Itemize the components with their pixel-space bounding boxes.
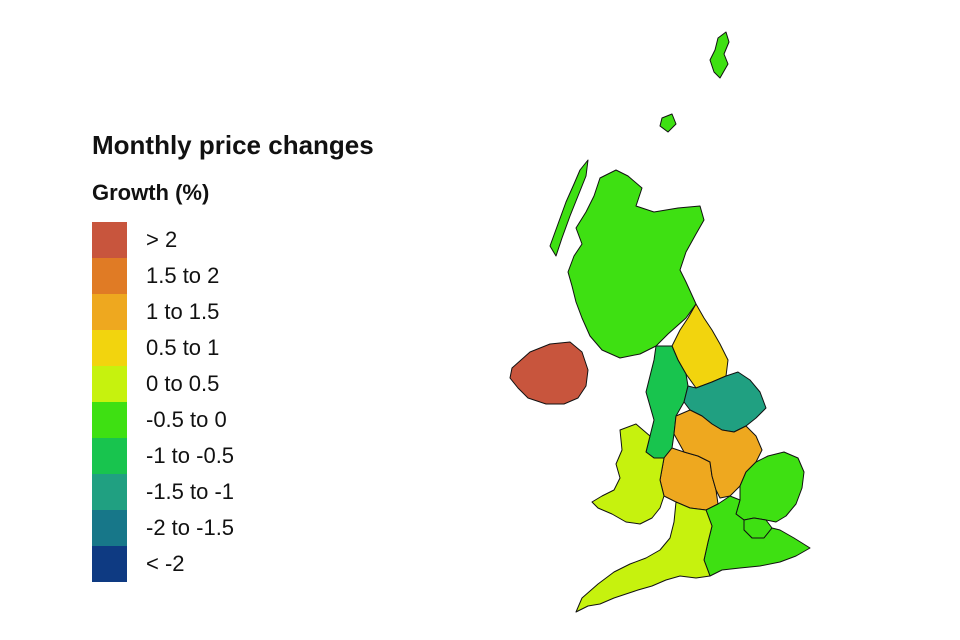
legend-label: 0 to 0.5: [146, 371, 220, 396]
legend-label: 1.5 to 2: [146, 263, 220, 288]
legend-label: -0.5 to 0: [146, 407, 227, 432]
legend-swatch: [92, 402, 127, 438]
region-shetland: [709, 31, 730, 79]
legend-swatch: [92, 366, 127, 402]
legend-swatch: [92, 330, 127, 366]
legend-swatch: [92, 546, 127, 582]
uk-region-map: [509, 31, 811, 613]
legend-swatch: [92, 438, 127, 474]
legend-swatch: [92, 294, 127, 330]
legend-label: -1 to -0.5: [146, 443, 235, 468]
legend-swatch: [92, 474, 127, 510]
legend-label: -2 to -1.5: [146, 515, 235, 540]
region-wales: [591, 423, 665, 525]
legend-swatch: [92, 258, 127, 294]
region-east-of-england: [735, 451, 805, 523]
region-northern-ireland: [509, 341, 589, 405]
legend-swatch: [92, 510, 127, 546]
region-outer-hebrides: [549, 159, 589, 257]
region-south-west: [575, 501, 713, 613]
legend-label: 1 to 1.5: [146, 299, 220, 324]
legend-label: > 2: [146, 227, 178, 252]
legend-swatch: [92, 222, 127, 258]
legend-label: -1.5 to -1: [146, 479, 235, 504]
region-scotland: [567, 169, 705, 359]
legend-label: < -2: [146, 551, 185, 576]
region-orkney: [659, 113, 677, 133]
legend-subtitle: Growth (%): [92, 180, 210, 205]
legend-label: 0.5 to 1: [146, 335, 220, 360]
legend-title: Monthly price changes: [92, 130, 374, 160]
